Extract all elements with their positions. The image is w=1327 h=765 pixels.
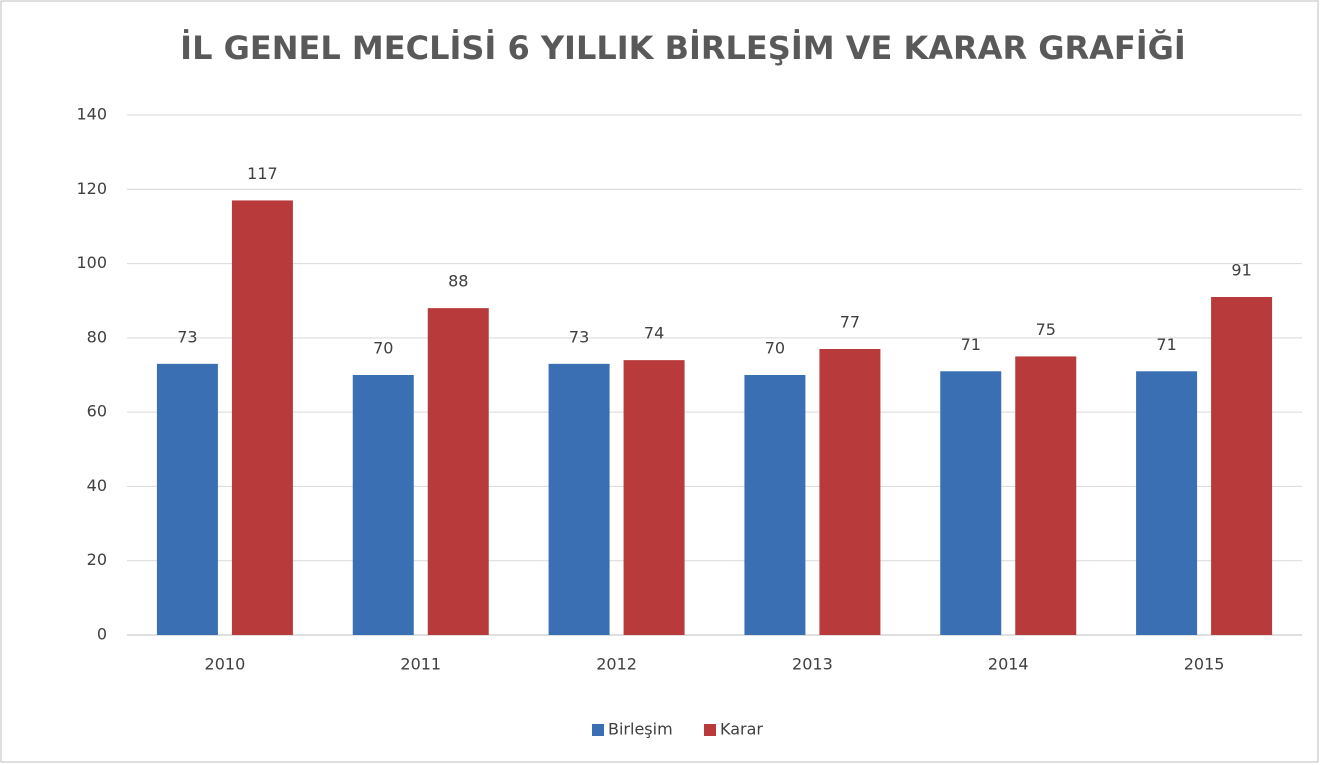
bar (1015, 356, 1077, 635)
y-tick-label: 100 (76, 253, 107, 272)
y-tick-label: 140 (76, 105, 107, 124)
y-tick-label: 80 (87, 327, 107, 346)
data-label: 88 (448, 272, 468, 291)
y-tick-label: 120 (76, 179, 107, 198)
x-tick-label: 2015 (1184, 655, 1225, 674)
x-tick-label: 2012 (596, 655, 637, 674)
y-tick-label: 20 (87, 550, 107, 569)
bar (744, 375, 806, 635)
chart-title: İL GENEL MECLİSİ 6 YILLIK BİRLEŞİM VE KA… (180, 28, 1186, 67)
data-label: 73 (569, 327, 589, 346)
bar (819, 349, 881, 635)
data-label: 77 (840, 313, 860, 332)
x-tick-label: 2010 (205, 655, 246, 674)
data-label: 70 (373, 339, 393, 358)
bar (1211, 297, 1273, 635)
bar (231, 200, 293, 635)
legend-label: Birleşim (608, 720, 673, 739)
y-tick-label: 60 (87, 402, 107, 421)
legend-swatch (704, 724, 716, 736)
data-label: 71 (961, 335, 981, 354)
data-label: 71 (1156, 335, 1176, 354)
bar (940, 371, 1002, 635)
y-tick-label: 40 (87, 476, 107, 495)
bar (548, 363, 610, 635)
data-label: 91 (1231, 261, 1251, 280)
data-label: 70 (765, 339, 785, 358)
data-label: 73 (177, 327, 197, 346)
x-tick-label: 2011 (400, 655, 441, 674)
legend-label: Karar (720, 720, 763, 739)
bar (156, 363, 218, 635)
bar (352, 375, 414, 635)
x-tick-label: 2014 (988, 655, 1029, 674)
data-label: 117 (247, 164, 278, 183)
x-tick-label: 2013 (792, 655, 833, 674)
data-label: 74 (644, 324, 664, 343)
bar (623, 360, 685, 635)
legend-swatch (592, 724, 604, 736)
bar (1136, 371, 1198, 635)
bar (427, 308, 489, 635)
data-label: 75 (1036, 320, 1056, 339)
y-tick-label: 0 (97, 625, 107, 644)
